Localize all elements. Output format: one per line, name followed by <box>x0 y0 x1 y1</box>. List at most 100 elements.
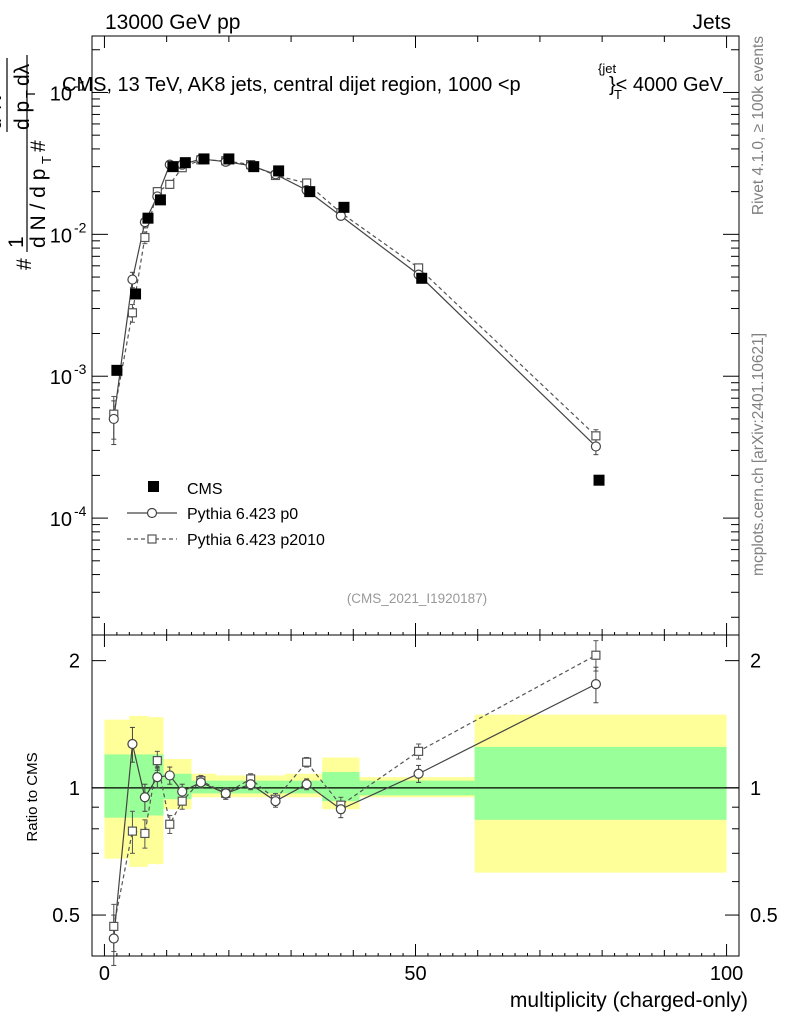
point-p0 <box>108 413 119 425</box>
point-cms <box>304 186 316 198</box>
main-y-tick-label: 10 <box>50 367 72 389</box>
svg-text:1: 1 <box>5 236 28 248</box>
point-p0 <box>127 274 138 285</box>
legend-marker-cms <box>148 481 159 492</box>
header-left: 13000 GeV pp <box>105 11 240 34</box>
ratio-point-p2010 <box>165 819 175 829</box>
ratio-point-p0 <box>139 792 150 803</box>
legend-label-cms: CMS <box>187 481 223 498</box>
point-p2010 <box>165 179 175 189</box>
point-cms <box>338 201 350 213</box>
ratio-point-p0 <box>108 933 119 944</box>
point-cms <box>593 474 605 486</box>
main-y-tick-label: 10 <box>50 225 72 247</box>
chart-title: CMS, 13 TeV, AK8 jets, central dijet reg… <box>62 61 724 102</box>
x-tick-label: 50 <box>404 963 426 985</box>
ratio-y-tick-label-right: 0.5 <box>750 905 778 927</box>
ratio-point-p0 <box>127 738 138 750</box>
ratio-point-p2010 <box>140 828 150 839</box>
ratio-ylabel: Ratio to CMS <box>24 752 41 841</box>
ratio-y-tick-label-right: 2 <box>750 651 761 673</box>
ratio-y-tick-label: 0.5 <box>52 905 80 927</box>
svg-text:N: N <box>0 95 6 110</box>
svg-text:d: d <box>0 118 6 130</box>
point-cms <box>167 161 179 173</box>
x-tick-label: 100 <box>710 963 743 985</box>
svg-text:dλ: dλ <box>11 63 34 86</box>
main-ylabel: # 1 d N / d p T # d 2 N d p T dλ <box>0 55 54 270</box>
point-cms <box>111 364 123 376</box>
x-tick-label: 0 <box>99 963 110 985</box>
series-line-p2010 <box>113 159 597 437</box>
svg-text:d p: d p <box>11 101 34 130</box>
main-y-tick-exponent: -2 <box>74 219 87 235</box>
svg-text:#: # <box>27 140 50 152</box>
ratio-point-p0 <box>152 772 163 783</box>
rivet-label: Rivet 4.1.0, ≥ 100k events <box>750 36 767 215</box>
ratio-point-p2010 <box>177 796 187 806</box>
point-cms <box>248 161 260 173</box>
main-y-tick-label: 10 <box>50 83 72 105</box>
legend-marker-p0 <box>146 507 158 519</box>
main-y-tick-exponent: -4 <box>74 503 87 519</box>
series-line-p0 <box>113 158 597 447</box>
ratio-y-tick-label-right: 1 <box>750 778 761 800</box>
title-main: CMS, 13 TeV, AK8 jets, central dijet reg… <box>62 74 521 96</box>
ratio-point-p0 <box>195 777 206 788</box>
point-cms <box>416 272 428 284</box>
point-cms <box>154 194 166 206</box>
x-axis-label: multiplicity (charged-only) <box>510 989 748 1012</box>
point-cms <box>198 153 210 165</box>
svg-text:d N / d p: d N / d p <box>27 169 50 248</box>
legend: CMS Pythia 6.423 p0 Pythia 6.423 p2010 <box>127 481 325 549</box>
svg-text:CMS, 13 TeV, AK8 jets, central: CMS, 13 TeV, AK8 jets, central dijet reg… <box>62 74 521 96</box>
band-1sigma-7 <box>322 772 360 802</box>
legend-marker-p2010 <box>147 534 157 544</box>
ratio-point-p0 <box>590 679 602 690</box>
point-p2010 <box>591 431 601 441</box>
ratio-point-p0 <box>220 788 231 799</box>
ratio-point-p0 <box>301 779 312 790</box>
ratio-point-p0 <box>413 768 424 779</box>
legend-label-p2010: Pythia 6.423 p2010 <box>187 532 325 549</box>
ratio-point-p2010 <box>302 757 312 767</box>
header-right: Jets <box>692 11 731 34</box>
ratio-point-p0 <box>335 804 346 815</box>
band-1sigma-9 <box>474 746 727 820</box>
analysis-tag: (CMS_2021_I1920187) <box>347 591 487 606</box>
point-cms <box>179 157 191 169</box>
mcplots-label: mcplots.cern.ch [arXiv:2401.10621] <box>750 333 767 576</box>
main-y-tick-exponent: -3 <box>74 361 87 377</box>
band-1sigma-0 <box>104 754 130 818</box>
ratio-panel <box>91 634 740 957</box>
point-p2010 <box>140 232 150 243</box>
ratio-line-p2010 <box>113 654 597 927</box>
point-cms <box>223 153 235 165</box>
svg-text:#: # <box>13 258 36 270</box>
ratio-point-p2010 <box>591 650 601 660</box>
point-p2010 <box>127 308 138 318</box>
ratio-point-p2010 <box>109 921 119 932</box>
point-p0 <box>590 441 602 452</box>
ratio-point-p2010 <box>152 756 162 766</box>
main-y-tick-label: 10 <box>50 509 72 531</box>
legend-label-p0: Pythia 6.423 p0 <box>187 506 298 523</box>
ratio-point-p0 <box>245 779 256 790</box>
ratio-y-tick-label: 2 <box>69 651 80 673</box>
ratio-y-tick-label: 1 <box>69 778 80 800</box>
point-cms <box>130 288 142 300</box>
title-end: }< 4000 GeV <box>609 74 724 96</box>
ratio-point-p0 <box>177 786 188 797</box>
title-subscript: T <box>614 87 622 102</box>
point-cms <box>142 212 154 224</box>
ratio-point-p0 <box>270 796 281 807</box>
svg-text:T: T <box>39 156 54 164</box>
ratio-point-p0 <box>164 770 175 781</box>
title-superscript: {jet <box>598 61 616 76</box>
ratio-point-p2010 <box>414 746 424 756</box>
point-cms <box>273 165 285 177</box>
main-y-tick-exponent: -1 <box>74 77 87 93</box>
svg-text:T: T <box>23 90 38 98</box>
ratio-point-p2010 <box>127 826 138 836</box>
